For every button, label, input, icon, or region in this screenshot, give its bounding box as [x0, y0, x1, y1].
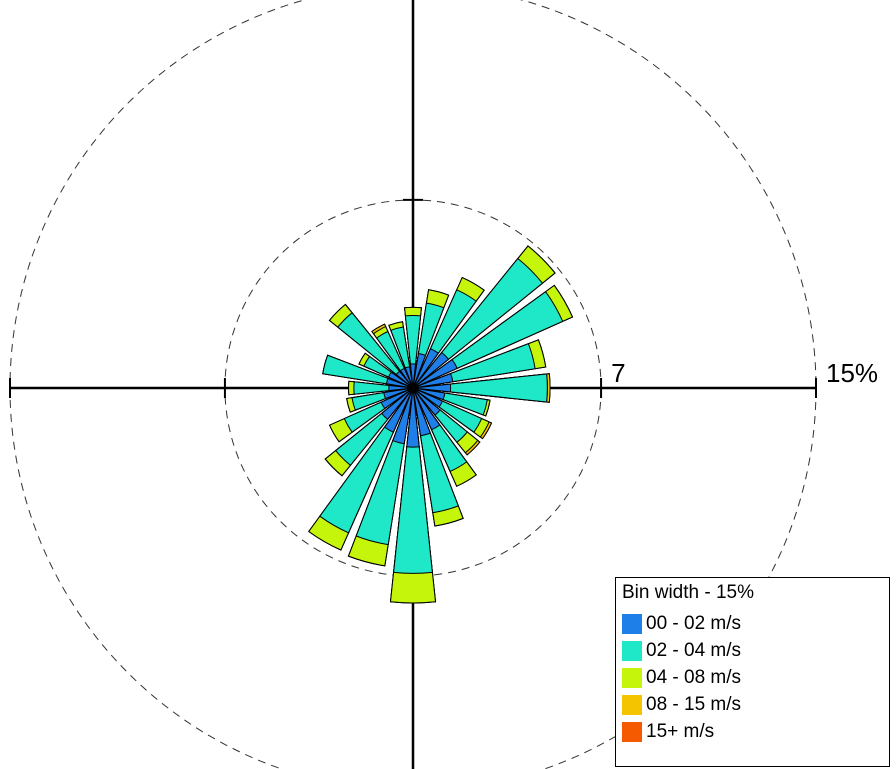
bar-dir-240-bin-0 [380, 387, 414, 410]
legend-label: 02 - 04 m/s [646, 639, 742, 661]
bar-dir-165-bin-0 [412, 387, 431, 437]
legend-label: 00 - 02 m/s [646, 612, 742, 634]
bar-dir-60-bin-0 [412, 358, 458, 389]
bar-dir-90-bin-0 [412, 383, 452, 393]
bar-dir-135-bin-0 [412, 387, 441, 416]
bars-group [308, 245, 574, 604]
legend-label: 08 - 15 m/s [646, 693, 742, 715]
legend-swatch [622, 613, 642, 634]
bar-dir-15-bin-0 [412, 352, 427, 389]
legend-item-bin-4: 15+ m/s [622, 718, 889, 745]
bar-dir-345-bin-0 [404, 366, 414, 389]
bar-dir-270-bin-1 [353, 381, 414, 395]
bar-dir-315-bin-1 [337, 312, 414, 389]
legend-title: Bin width - 15% [622, 582, 755, 603]
bar-dir-0-bin-0 [409, 363, 417, 389]
bar-dir-45-bin-0 [412, 351, 450, 389]
legend-item-bin-2: 04 - 08 m/s [622, 664, 889, 691]
legend-swatch [622, 640, 642, 661]
ring-label-inner: 7 [611, 358, 625, 388]
legend-item-bin-3: 08 - 15 m/s [622, 691, 889, 718]
bar-dir-270-bin-0 [388, 384, 414, 392]
legend-swatch [622, 694, 642, 715]
bar-dir-90-bin-1 [412, 373, 548, 403]
bar-dir-330-bin-0 [399, 367, 414, 389]
bar-dir-315-bin-0 [395, 370, 414, 389]
bar-dir-150-bin-0 [412, 387, 441, 431]
bar-dir-180-bin-1 [393, 387, 433, 574]
legend-label: 04 - 08 m/s [646, 666, 742, 688]
legend-item-bin-1: 02 - 04 m/s [622, 637, 889, 664]
bar-dir-300-bin-0 [387, 371, 414, 389]
legend-label: 15+ m/s [646, 720, 715, 742]
bar-dir-180-bin-0 [406, 387, 420, 448]
bar-dir-105-bin-0 [412, 387, 446, 401]
bar-dir-225-bin-0 [380, 387, 414, 421]
bar-dir-255-bin-0 [383, 387, 414, 400]
bar-dir-0-bin-1 [404, 315, 422, 389]
bar-dir-210-bin-0 [383, 387, 414, 433]
ring-label-outer: 15% [826, 358, 878, 388]
legend-item-bin-0: 00 - 02 m/s [622, 610, 889, 637]
bar-dir-75-bin-0 [412, 372, 454, 389]
bar-dir-120-bin-0 [412, 387, 444, 408]
bar-dir-30-bin-0 [412, 348, 439, 389]
legend-swatch [622, 667, 642, 688]
bar-dir-195-bin-0 [392, 387, 414, 445]
legend-swatch [622, 721, 642, 742]
legend: Bin width - 15% 00 - 02 m/s 02 - 04 m/s … [615, 577, 890, 767]
